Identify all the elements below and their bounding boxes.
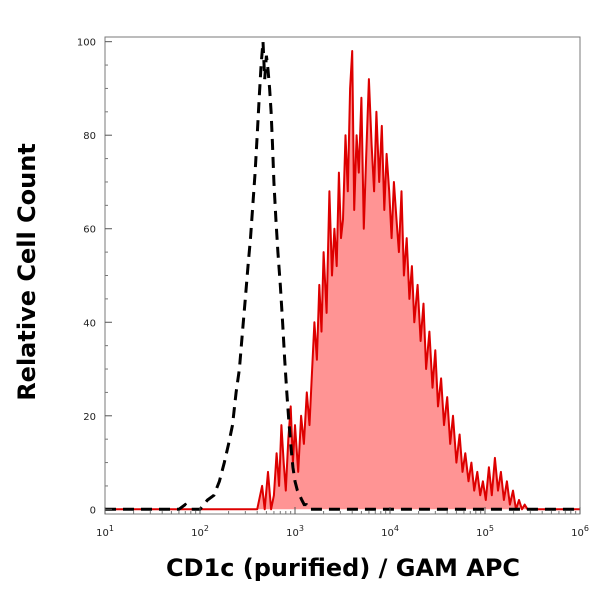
x-tick-label-base: 10 [96,528,109,539]
x-tick-label-3: 104 [381,524,399,539]
series-1-line [105,41,580,511]
y-axis-title: Relative Cell Count [13,143,41,401]
series-0-area [105,51,580,510]
data-layer [105,41,580,511]
x-tick-label-exponent: 6 [584,524,589,533]
x-tick-label-1: 102 [191,524,209,539]
series-0-line [105,50,580,511]
x-tick-label-4: 105 [476,524,494,539]
y-tick-label-4: 80 [83,131,96,142]
x-tick-label-5: 106 [571,524,589,539]
x-axis-title: CD1c (purified) / GAM APC [166,554,520,582]
x-tick-label-exponent: 5 [489,524,494,533]
y-tick-label-0: 0 [90,505,96,516]
x-tick-label-exponent: 1 [109,524,114,533]
y-tick-label-5: 100 [77,38,96,49]
x-tick-label-exponent: 2 [204,524,209,533]
y-tick-label-1: 20 [83,412,96,423]
x-tick-label-base: 10 [286,528,299,539]
x-tick-label-exponent: 3 [299,524,304,533]
x-tick-label-base: 10 [381,528,394,539]
x-tick-label-0: 101 [96,524,114,539]
y-tick-label-3: 60 [83,225,96,236]
x-tick-label-base: 10 [191,528,204,539]
x-tick-label-exponent: 4 [394,524,399,533]
y-tick-label-2: 40 [83,318,96,329]
x-tick-label-base: 10 [571,528,584,539]
x-tick-label-base: 10 [476,528,489,539]
x-tick-label-2: 103 [286,524,304,539]
